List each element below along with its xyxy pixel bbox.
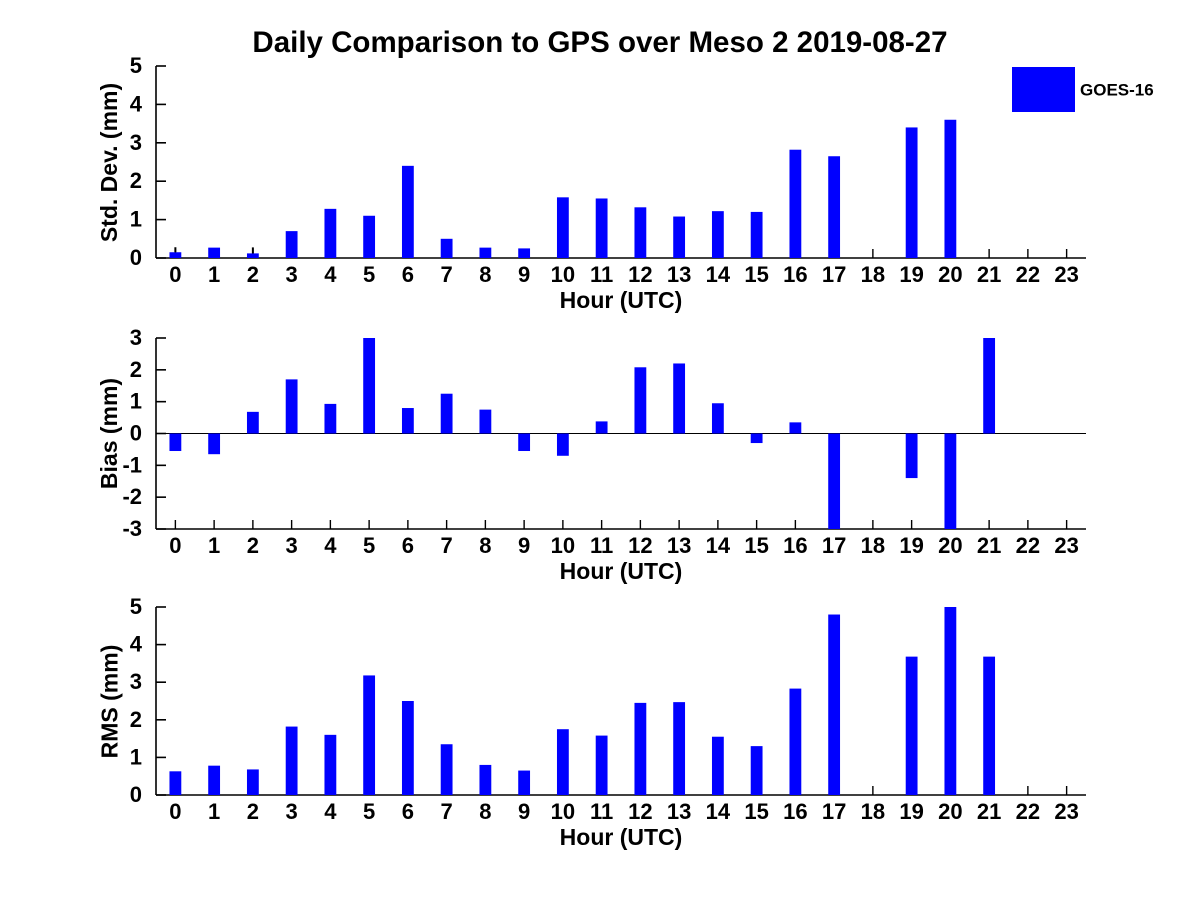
svg-text:-2: -2 — [122, 484, 142, 509]
svg-text:2: 2 — [130, 357, 142, 382]
svg-text:-1: -1 — [122, 452, 142, 477]
svg-text:3: 3 — [286, 799, 298, 824]
svg-text:7: 7 — [441, 262, 453, 287]
svg-text:4: 4 — [324, 262, 337, 287]
svg-text:18: 18 — [861, 262, 885, 287]
svg-text:17: 17 — [822, 799, 846, 824]
svg-text:0: 0 — [130, 782, 142, 807]
svg-text:12: 12 — [628, 799, 652, 824]
svg-text:9: 9 — [518, 262, 530, 287]
svg-text:20: 20 — [938, 262, 962, 287]
svg-text:2: 2 — [247, 533, 259, 558]
svg-text:23: 23 — [1054, 799, 1078, 824]
svg-text:11: 11 — [590, 262, 613, 287]
svg-text:4: 4 — [324, 799, 337, 824]
svg-text:8: 8 — [479, 533, 491, 558]
svg-text:19: 19 — [899, 533, 923, 558]
svg-text:5: 5 — [363, 799, 375, 824]
svg-text:15: 15 — [744, 799, 768, 824]
svg-text:16: 16 — [783, 533, 807, 558]
svg-text:18: 18 — [861, 533, 885, 558]
svg-text:7: 7 — [441, 799, 453, 824]
svg-text:1: 1 — [130, 207, 142, 232]
svg-text:Hour (UTC): Hour (UTC) — [560, 824, 683, 850]
svg-text:2: 2 — [247, 262, 259, 287]
svg-text:2: 2 — [247, 799, 259, 824]
svg-text:13: 13 — [667, 262, 691, 287]
svg-text:-3: -3 — [122, 516, 142, 541]
svg-text:20: 20 — [938, 799, 962, 824]
svg-text:17: 17 — [822, 533, 846, 558]
svg-text:21: 21 — [977, 262, 1001, 287]
svg-text:6: 6 — [402, 262, 414, 287]
svg-text:13: 13 — [667, 533, 691, 558]
svg-text:5: 5 — [130, 594, 142, 619]
svg-text:23: 23 — [1054, 262, 1078, 287]
svg-text:6: 6 — [402, 799, 414, 824]
svg-text:16: 16 — [783, 799, 807, 824]
svg-text:4: 4 — [130, 632, 143, 657]
svg-text:GOES-16: GOES-16 — [1080, 81, 1154, 100]
svg-text:10: 10 — [551, 799, 575, 824]
svg-text:15: 15 — [744, 262, 768, 287]
svg-text:15: 15 — [744, 533, 768, 558]
svg-text:21: 21 — [977, 799, 1001, 824]
svg-text:17: 17 — [822, 262, 846, 287]
svg-text:2: 2 — [130, 168, 142, 193]
svg-text:10: 10 — [551, 533, 575, 558]
svg-text:5: 5 — [130, 53, 142, 78]
svg-text:9: 9 — [518, 533, 530, 558]
svg-text:22: 22 — [1016, 262, 1040, 287]
svg-text:6: 6 — [402, 533, 414, 558]
svg-text:5: 5 — [363, 533, 375, 558]
svg-text:22: 22 — [1016, 533, 1040, 558]
svg-text:Hour (UTC): Hour (UTC) — [560, 558, 683, 584]
svg-text:0: 0 — [169, 799, 181, 824]
svg-text:10: 10 — [551, 262, 575, 287]
svg-text:9: 9 — [518, 799, 530, 824]
svg-text:8: 8 — [479, 262, 491, 287]
svg-text:1: 1 — [130, 744, 142, 769]
svg-text:7: 7 — [441, 533, 453, 558]
svg-text:2: 2 — [130, 707, 142, 732]
svg-text:1: 1 — [208, 799, 220, 824]
svg-text:0: 0 — [130, 245, 142, 270]
svg-text:12: 12 — [628, 262, 652, 287]
svg-text:23: 23 — [1054, 533, 1078, 558]
svg-text:12: 12 — [628, 533, 652, 558]
svg-text:8: 8 — [479, 799, 491, 824]
svg-text:4: 4 — [130, 91, 143, 116]
svg-text:14: 14 — [706, 799, 731, 824]
svg-text:3: 3 — [130, 130, 142, 155]
svg-text:0: 0 — [130, 421, 142, 446]
svg-text:14: 14 — [706, 533, 731, 558]
svg-text:4: 4 — [324, 533, 337, 558]
svg-text:5: 5 — [363, 262, 375, 287]
svg-text:21: 21 — [977, 533, 1001, 558]
svg-text:19: 19 — [899, 799, 923, 824]
svg-text:0: 0 — [169, 533, 181, 558]
svg-text:1: 1 — [130, 389, 142, 414]
svg-text:3: 3 — [130, 325, 142, 350]
svg-text:3: 3 — [286, 262, 298, 287]
svg-text:20: 20 — [938, 533, 962, 558]
svg-text:16: 16 — [783, 262, 807, 287]
svg-text:13: 13 — [667, 799, 691, 824]
svg-text:1: 1 — [208, 533, 220, 558]
svg-text:11: 11 — [590, 799, 613, 824]
svg-text:3: 3 — [130, 669, 142, 694]
svg-text:Hour (UTC): Hour (UTC) — [560, 287, 683, 313]
svg-text:1: 1 — [208, 262, 220, 287]
svg-text:18: 18 — [861, 799, 885, 824]
svg-text:3: 3 — [286, 533, 298, 558]
svg-text:11: 11 — [590, 533, 613, 558]
svg-text:14: 14 — [706, 262, 731, 287]
svg-text:0: 0 — [169, 262, 181, 287]
svg-text:19: 19 — [899, 262, 923, 287]
svg-text:22: 22 — [1016, 799, 1040, 824]
